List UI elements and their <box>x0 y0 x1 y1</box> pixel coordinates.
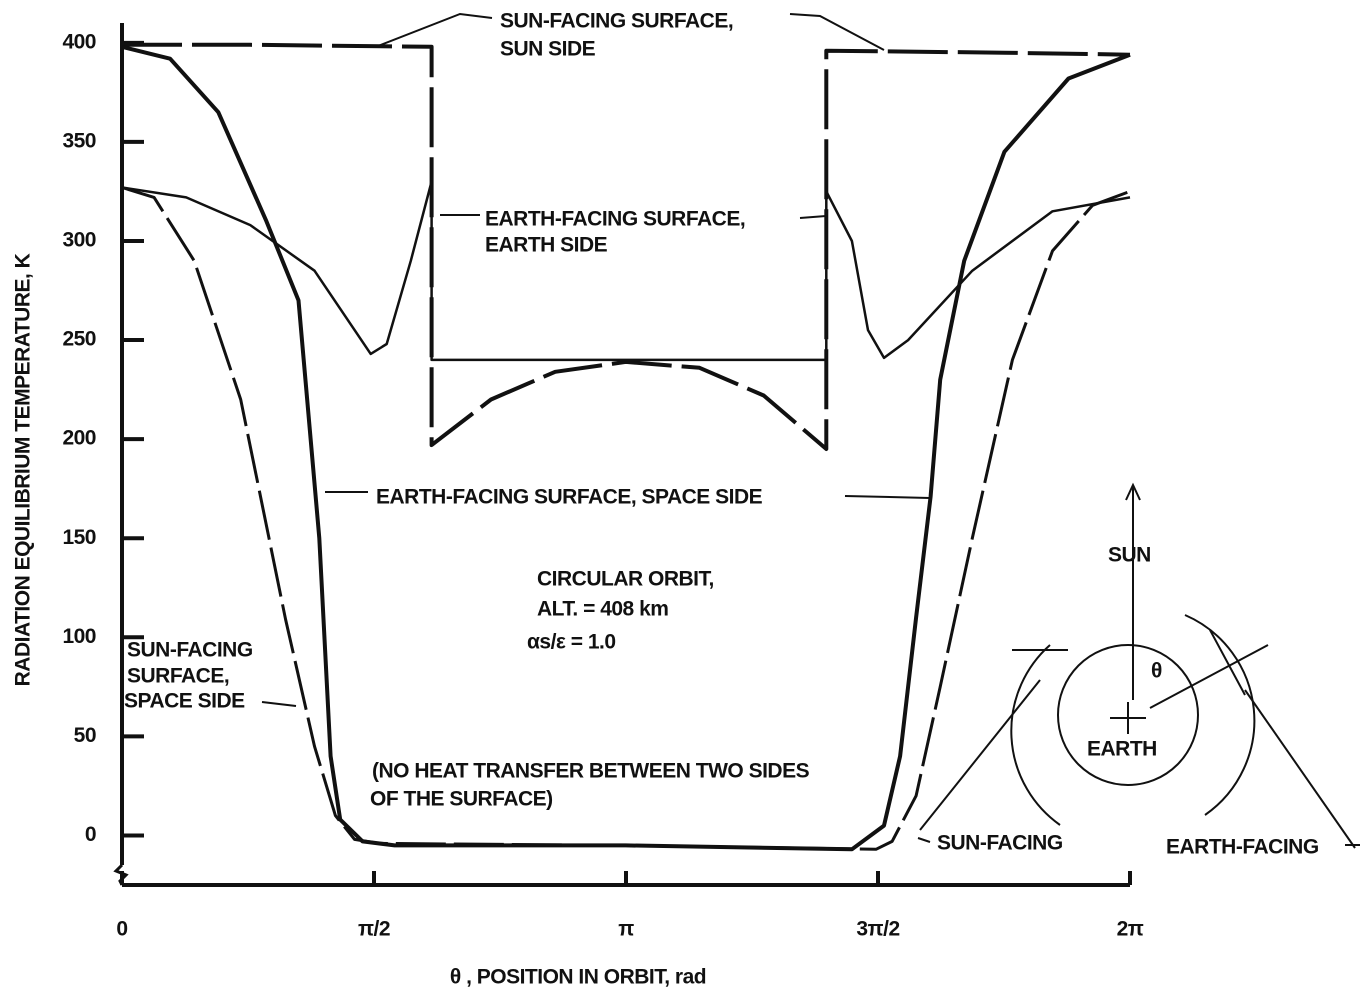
annotation: CIRCULAR ORBIT, <box>537 568 714 591</box>
y-tick-label: 350 <box>62 129 96 152</box>
annotation: EARTH <box>1087 738 1157 761</box>
annotation: EARTH-FACING SURFACE, SPACE SIDE <box>376 486 763 509</box>
annotation: SUN-FACING <box>127 639 253 662</box>
annotation: SUN-FACING <box>937 832 1063 855</box>
page: {"chart_data": {"type": "line", "ylabel"… <box>0 0 1367 999</box>
annotation: EARTH-FACING SURFACE, <box>485 208 745 231</box>
annotation: EARTH SIDE <box>485 234 608 257</box>
annotation: SPACE SIDE <box>124 690 245 713</box>
y-tick-label: 0 <box>85 823 96 846</box>
x-tick-label: 3π/2 <box>856 918 899 941</box>
y-tick-label: 150 <box>62 526 96 549</box>
annotation: θ <box>1151 660 1162 683</box>
annotation: SUN SIDE <box>500 38 596 61</box>
x-axis-label: θ , POSITION IN ORBIT, rad <box>450 966 706 989</box>
x-tick-label: 2π <box>1117 918 1144 941</box>
orbit-diagram <box>920 485 1355 848</box>
y-tick-label: 200 <box>62 427 96 450</box>
chart: RADIATION EQUILIBRIUM TEMPERATURE, K θ ,… <box>0 0 1367 999</box>
y-tick-label: 100 <box>62 625 96 648</box>
y-tick-label: 50 <box>74 724 96 747</box>
x-tick-label: π <box>618 918 634 941</box>
y-tick-label: 250 <box>62 328 96 351</box>
annotation: EARTH-FACING <box>1166 836 1319 859</box>
annotation: SUN <box>1108 544 1151 567</box>
annotation: SUN-FACING SURFACE, <box>500 10 733 33</box>
annotation: OF THE SURFACE) <box>370 788 553 811</box>
arrows <box>262 14 1360 845</box>
x-tick-label: 0 <box>116 918 127 941</box>
y-tick-label: 300 <box>62 229 96 252</box>
annotation: ALT. = 408 km <box>537 598 668 621</box>
annotation: αs/ε = 1.0 <box>527 631 616 654</box>
annotation: (NO HEAT TRANSFER BETWEEN TWO SIDES <box>372 760 810 783</box>
line <box>122 45 1130 449</box>
y-tick-label: 400 <box>62 30 96 53</box>
y-axis-label: RADIATION EQUILIBRIUM TEMPERATURE, K <box>12 253 35 686</box>
line <box>122 47 1130 850</box>
x-tick-label: π/2 <box>358 918 390 941</box>
annotation: SURFACE, <box>127 665 229 688</box>
line <box>122 188 1130 850</box>
